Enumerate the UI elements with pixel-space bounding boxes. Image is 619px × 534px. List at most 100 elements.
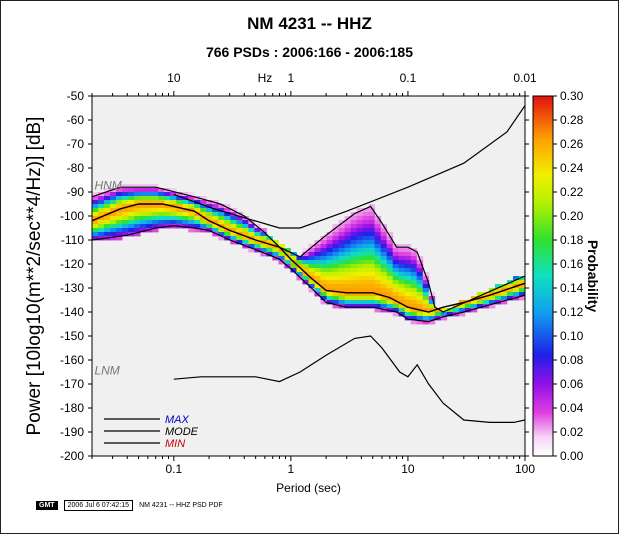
pdf-cell [110,228,117,233]
pdf-cell [140,196,147,201]
pdf-cell [188,204,195,209]
pdf-cell [116,236,123,241]
pdf-cell [110,220,117,225]
pdf-cell [230,220,237,225]
pdf-cell [338,256,345,261]
pdf-cell [224,212,231,217]
pdf-cell [326,236,333,241]
pdf-cell [386,288,394,293]
pdf-cell [416,260,424,265]
pdf-cell [392,288,400,293]
pdf-cell [194,224,201,229]
pdf-cell [368,264,376,269]
pdf-cell [326,300,333,305]
pdf-cell [320,288,327,293]
y-tick-label: -190 [60,425,84,439]
pdf-cell [422,316,430,321]
pdf-cell [338,220,345,225]
pdf-cell [386,284,394,289]
pdf-cell [374,284,382,289]
pdf-cell [200,228,207,233]
pdf-cell [398,264,406,269]
pdf-cell [308,272,315,277]
pdf-cell [416,276,424,281]
colorbar-tick-label: 0.16 [560,257,584,271]
pdf-cell [296,260,303,265]
pdf-cell [398,308,406,313]
pdf-cell [356,280,364,285]
pdf-cell [146,204,153,209]
pdf-cell [338,268,345,273]
pdf-cell [200,220,207,225]
pdf-cell [326,232,333,237]
pdf-cell [320,292,327,297]
pdf-cell [398,248,406,253]
pdf-cell [134,208,141,213]
pdf-cell [374,288,382,293]
pdf-cell [302,268,309,273]
pdf-cell [170,220,177,225]
pdf-cell [140,200,147,205]
pdf-cell [374,300,382,305]
pdf-cell [290,256,297,261]
x-tick-label: 100 [515,462,535,476]
pdf-cell [368,288,376,293]
pdf-cell [206,208,213,213]
pdf-cell [398,300,406,305]
pdf-cell [314,260,321,265]
pdf-cell [254,232,261,237]
pdf-cell [338,292,345,297]
pdf-cell [236,240,243,245]
pdf-cell [404,280,412,285]
pdf-cell [398,280,406,285]
pdf-cell [176,220,183,225]
colorbar-tick-label: 0.20 [560,209,584,223]
pdf-cell [374,228,382,233]
pdf-cell [314,284,321,289]
pdf-cell [506,296,514,301]
pdf-cell [398,296,406,301]
pdf-cell [344,260,351,265]
pdf-cell [386,260,394,265]
pdf-cell [362,296,370,301]
pdf-cell [158,188,165,193]
pdf-cell [428,300,436,305]
pdf-cell [266,240,273,245]
pdf-cell [116,232,123,237]
pdf-cell [500,284,508,289]
pdf-cell [506,288,514,293]
pdf-cell [248,248,255,253]
pdf-cell [476,304,484,309]
pdf-cell [380,232,388,237]
pdf-cell [392,272,400,277]
pdf-cell [308,260,315,265]
pdf-cell [308,256,315,261]
pdf-cell [134,200,141,205]
pdf-cell [356,232,364,237]
pdf-cell [206,212,213,217]
pdf-cell [266,248,273,253]
colorbar-tick-label: 0.28 [560,113,584,127]
pdf-cell [218,212,225,217]
pdf-cell [224,204,231,209]
pdf-cell [404,256,412,261]
pdf-cell [104,192,111,197]
pdf-cell [110,232,117,237]
pdf-cell [140,208,147,213]
pdf-cell [380,260,388,265]
pdf-cell [128,212,135,217]
pdf-cell [332,296,339,301]
pdf-cell [332,256,339,261]
pdf-cell [134,204,141,209]
pdf-cell [350,284,358,289]
pdf-cell [218,204,225,209]
pdf-cell [92,212,99,217]
pdf-cell [224,208,231,213]
pdf-cell [140,224,147,229]
pdf-cell [320,280,327,285]
pdf-cell [308,264,315,269]
pdf-cell [92,200,99,205]
pdf-cell [338,284,345,289]
pdf-cell [368,284,376,289]
pdf-cell [404,316,412,321]
